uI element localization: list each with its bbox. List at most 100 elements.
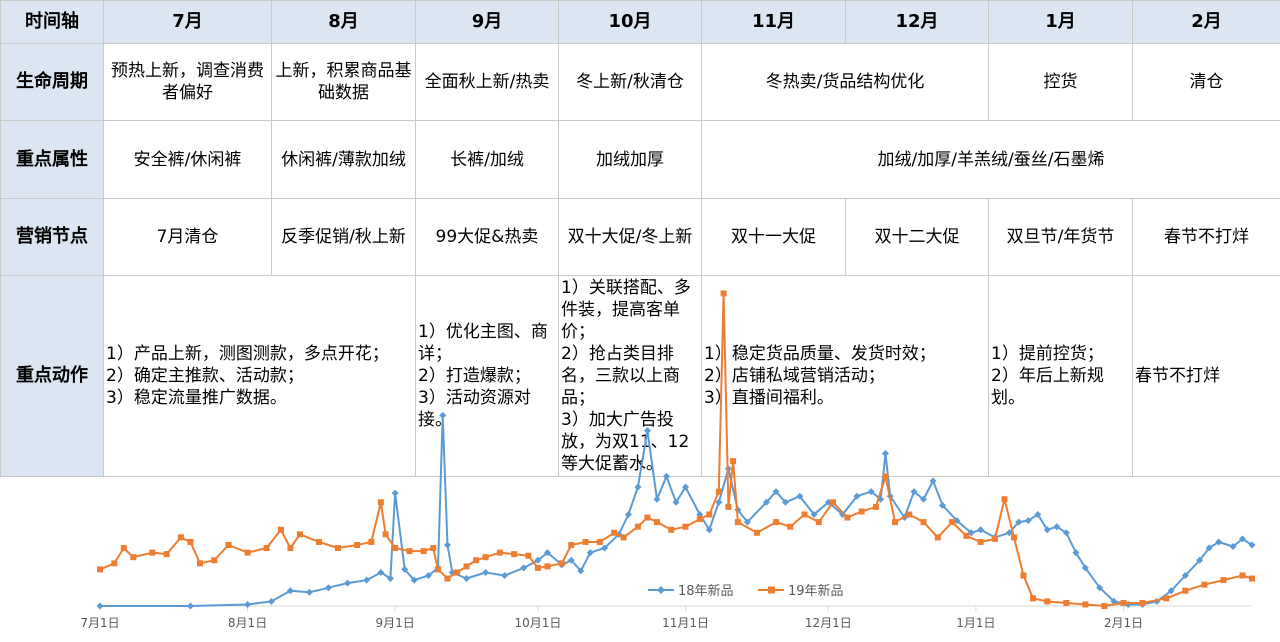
attributes-row: 重点属性 安全裤/休闲裤 休闲裤/薄款加绒 长裤/加绒 加绒加厚 加绒/加厚/羊… xyxy=(0,120,1280,199)
data-point xyxy=(796,492,804,500)
data-point xyxy=(715,498,723,506)
data-point xyxy=(149,549,156,556)
data-point xyxy=(853,492,861,500)
data-point xyxy=(482,568,490,576)
data-point xyxy=(662,472,670,480)
data-point xyxy=(672,498,680,506)
data-point xyxy=(682,523,689,530)
marketing-cell: 双十二大促 xyxy=(845,198,989,276)
data-point xyxy=(163,551,170,558)
data-point xyxy=(567,556,575,564)
data-point xyxy=(906,511,913,518)
data-point xyxy=(1181,572,1189,579)
data-point xyxy=(634,483,642,491)
data-point xyxy=(482,554,489,561)
x-tick-label: 12月1日 xyxy=(805,616,852,630)
data-point xyxy=(1249,575,1255,582)
actions-cell: 1）关联搭配、多件装，提高客单价； 2）抢占类目排名，三款以上商品； 3）加大广… xyxy=(558,275,702,477)
data-point xyxy=(543,549,551,557)
marketing-cell: 双十一大促 xyxy=(701,198,846,276)
data-point xyxy=(601,544,609,552)
attributes-cell: 休闲裤/薄款加绒 xyxy=(271,120,416,199)
data-point xyxy=(772,488,780,496)
data-point xyxy=(501,572,509,579)
data-point xyxy=(525,552,532,559)
data-point xyxy=(734,519,741,526)
series-line-1 xyxy=(100,414,1253,607)
data-point xyxy=(420,548,427,555)
data-point xyxy=(596,538,603,545)
data-point xyxy=(1062,529,1070,537)
data-point xyxy=(867,488,875,496)
actions-label: 重点动作 xyxy=(0,275,104,477)
data-point xyxy=(363,576,371,584)
data-point xyxy=(410,576,418,584)
attributes-cell: 安全裤/休闲裤 xyxy=(103,120,272,199)
data-point xyxy=(967,529,975,537)
data-point xyxy=(725,503,732,510)
data-point xyxy=(934,534,941,541)
data-point xyxy=(634,523,641,530)
data-point xyxy=(463,563,470,570)
data-point xyxy=(377,499,384,506)
data-point xyxy=(1238,535,1246,543)
marketing-row: 营销节点 7月清仓 反季促销/秋上新 99大促&热卖 双十大促/冬上新 双十一大… xyxy=(0,198,1280,276)
x-tick-label: 8月1日 xyxy=(228,616,267,630)
data-point xyxy=(335,545,342,552)
data-point xyxy=(1182,587,1189,594)
data-point xyxy=(368,538,375,545)
month-nov: 11月 xyxy=(701,0,846,44)
data-point xyxy=(682,483,690,491)
data-point xyxy=(1081,564,1089,572)
actions-cell: 1）产品上新，测图测款，多点开花； 2）确定主推款、活动款； 3）稳定流量推广数… xyxy=(103,275,416,477)
x-tick-label: 10月1日 xyxy=(514,616,561,630)
data-point xyxy=(267,597,275,605)
data-point xyxy=(668,526,675,533)
data-point xyxy=(1072,549,1080,557)
data-point xyxy=(844,514,851,521)
data-point xyxy=(696,516,703,523)
data-point xyxy=(705,526,713,534)
actions-cell: 春节不打烊 xyxy=(1132,275,1280,477)
data-point xyxy=(520,564,528,572)
lifecycle-cell: 全面秋上新/热卖 xyxy=(415,43,559,121)
data-point xyxy=(544,563,551,570)
x-tick-label: 7月1日 xyxy=(80,616,119,630)
data-point xyxy=(620,534,627,541)
data-point xyxy=(772,519,779,526)
data-point xyxy=(1044,598,1051,605)
marketing-cell: 双旦节/年货节 xyxy=(988,198,1133,276)
data-point xyxy=(1101,603,1108,609)
data-point xyxy=(424,572,432,579)
lifecycle-label: 生命周期 xyxy=(0,43,104,121)
data-point xyxy=(496,549,503,556)
x-tick-label: 2月1日 xyxy=(1104,616,1143,630)
x-tick-label: 1月1日 xyxy=(956,616,995,630)
data-point xyxy=(111,560,118,567)
month-jan: 1月 xyxy=(988,0,1133,44)
lifecycle-cell: 冬上新/秋清仓 xyxy=(558,43,702,121)
data-point xyxy=(1024,517,1032,525)
data-point xyxy=(577,567,585,575)
data-point xyxy=(225,542,232,548)
data-point xyxy=(277,526,284,533)
data-point xyxy=(558,560,565,567)
data-point xyxy=(1082,601,1089,608)
data-point xyxy=(187,538,194,545)
data-point xyxy=(781,498,789,506)
month-oct: 10月 xyxy=(558,0,702,44)
data-point xyxy=(444,541,452,549)
data-point xyxy=(910,488,918,496)
data-point xyxy=(382,531,389,538)
data-point xyxy=(324,584,332,592)
data-point xyxy=(391,489,399,497)
data-point xyxy=(1015,518,1023,526)
data-point xyxy=(801,511,808,518)
actions-cell: 1）稳定货品质量、发货时效； 2）店铺私域营销活动； 3）直播间福利。 xyxy=(701,275,989,477)
data-point xyxy=(1034,511,1042,518)
data-point xyxy=(653,519,660,526)
data-point xyxy=(244,549,251,556)
data-point xyxy=(653,495,661,503)
lifecycle-cell: 上新，积累商品基础数据 xyxy=(271,43,416,121)
data-point xyxy=(743,518,751,526)
